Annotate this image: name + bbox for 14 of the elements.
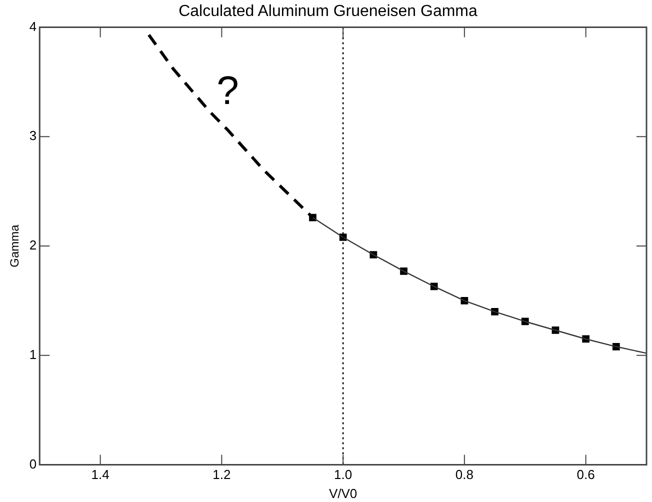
x-axis-title: V/V0 [328,486,358,501]
x-tick-label: 1.4 [91,467,110,482]
annotation: ? [216,68,239,113]
y-axis-title: Gamma [8,224,22,268]
y-tick-label: 2 [29,238,37,253]
y-tick-label: 4 [29,18,37,34]
x-tick-label: 1.2 [212,467,231,482]
y-tick-label: 0 [29,456,37,472]
x-tick-label: 0.6 [576,467,595,482]
y-tick-label: 3 [29,128,37,144]
x-tick-label: 0.8 [455,467,474,482]
chart-title: Calculated Aluminum Grueneisen Gamma [178,3,478,20]
y-tick-label: 1 [29,346,37,362]
x-tick-label: 1.0 [334,467,352,482]
